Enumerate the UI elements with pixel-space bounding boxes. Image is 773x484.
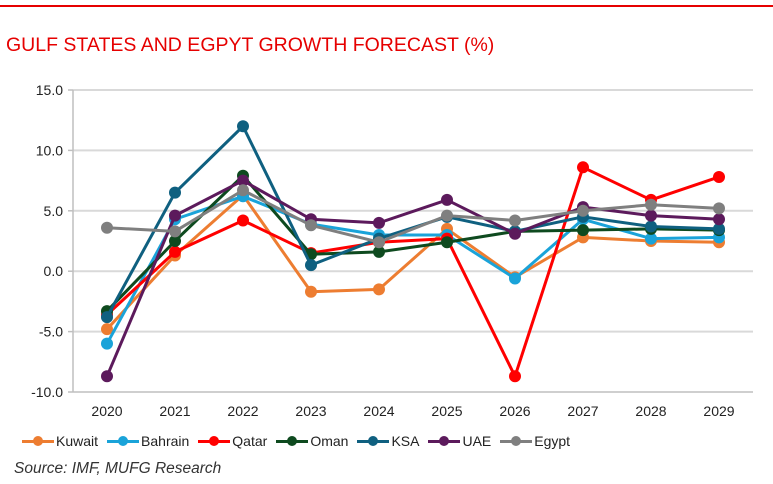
series-line-uae bbox=[105, 179, 720, 377]
data-point-uae bbox=[169, 209, 181, 222]
data-point-egypt bbox=[509, 214, 521, 227]
y-tick-label: 10.0 bbox=[36, 142, 63, 158]
data-point-qatar bbox=[509, 370, 521, 383]
data-point-qatar bbox=[169, 245, 181, 258]
legend-marker-icon bbox=[500, 435, 533, 447]
y-tick-label: -10.0 bbox=[31, 384, 63, 400]
legend-item-egypt: Egypt bbox=[500, 433, 570, 449]
x-tick-label: 2026 bbox=[499, 403, 530, 419]
data-point-bahrain bbox=[645, 232, 657, 245]
data-point-uae bbox=[509, 227, 521, 240]
series-line-qatar bbox=[105, 165, 720, 378]
x-tick-label: 2025 bbox=[431, 403, 462, 419]
source-note: Source: IMF, MUFG Research bbox=[14, 460, 222, 477]
x-tick-label: 2029 bbox=[703, 403, 734, 419]
top-rule bbox=[0, 5, 773, 7]
data-point-qatar bbox=[237, 214, 249, 227]
data-point-egypt bbox=[373, 236, 385, 249]
x-tick-label: 2021 bbox=[159, 403, 190, 419]
series-group bbox=[101, 120, 725, 383]
legend-label: Qatar bbox=[232, 433, 268, 449]
series-uae bbox=[101, 174, 725, 383]
series-line-kuwait bbox=[105, 193, 720, 331]
legend-item-oman: Oman bbox=[276, 433, 348, 449]
data-point-ksa bbox=[305, 259, 317, 272]
data-point-uae bbox=[713, 213, 725, 226]
legend-marker-icon bbox=[276, 435, 309, 447]
data-point-oman bbox=[373, 245, 385, 258]
data-point-qatar bbox=[713, 170, 725, 183]
x-tick-label: 2028 bbox=[635, 403, 666, 419]
data-point-kuwait bbox=[373, 283, 385, 296]
data-point-kuwait bbox=[101, 323, 113, 336]
legend-label: Kuwait bbox=[56, 433, 99, 449]
data-point-uae bbox=[237, 174, 249, 187]
series-line-egypt bbox=[106, 188, 720, 244]
series-kuwait bbox=[101, 189, 725, 336]
x-tick-label: 2023 bbox=[295, 403, 326, 419]
data-point-uae bbox=[373, 216, 385, 229]
legend-item-qatar: Qatar bbox=[198, 433, 267, 449]
data-point-egypt bbox=[441, 209, 453, 222]
data-point-oman bbox=[169, 235, 181, 247]
data-point-ksa bbox=[237, 120, 249, 133]
legend-marker-icon bbox=[22, 435, 54, 447]
axes bbox=[68, 89, 753, 393]
legend-label: Oman bbox=[310, 433, 349, 449]
data-point-bahrain bbox=[101, 337, 113, 350]
chart-title: GULF STATES AND EGPYT GROWTH FORECAST (%… bbox=[6, 34, 495, 56]
data-point-oman bbox=[441, 236, 453, 249]
data-point-kuwait bbox=[305, 285, 317, 298]
legend-item-kuwait: Kuwait bbox=[22, 433, 98, 449]
x-tick-label: 2024 bbox=[363, 403, 394, 419]
legend-marker-icon bbox=[198, 435, 231, 447]
x-tick-label: 2020 bbox=[91, 403, 122, 419]
data-point-uae bbox=[101, 370, 113, 383]
data-point-egypt bbox=[305, 219, 317, 232]
y-tick-label: 15.0 bbox=[36, 82, 63, 98]
legend-marker-icon bbox=[428, 435, 461, 447]
data-point-bahrain bbox=[509, 272, 521, 285]
series-line-ksa bbox=[105, 124, 720, 318]
data-point-ksa bbox=[713, 222, 725, 235]
series-egypt bbox=[101, 184, 725, 249]
x-axis-ticks: 2020 2021 2022 2023 2024 2025 2026 2027 2028 2029 bbox=[91, 403, 734, 419]
legend: Kuwait Bahrain Qatar Oman KSA UAE Egypt bbox=[22, 433, 579, 449]
legend-label: KSA bbox=[391, 433, 420, 449]
y-tick-label: 0.0 bbox=[44, 263, 64, 279]
legend-label: UAE bbox=[462, 433, 492, 449]
legend-label: Bahrain bbox=[141, 433, 190, 449]
y-tick-label: 5.0 bbox=[44, 203, 64, 219]
line-chart: 15.0 10.0 5.0 0.0 -5.0 -10.0 2020 2021 2022 2023… bbox=[31, 82, 753, 419]
y-axis-ticks: 15.0 10.0 5.0 0.0 -5.0 -10.0 bbox=[31, 82, 63, 400]
data-point-oman bbox=[577, 224, 589, 237]
data-point-ksa bbox=[169, 186, 181, 199]
x-tick-label: 2027 bbox=[567, 403, 598, 419]
legend-marker-icon bbox=[107, 435, 140, 447]
data-point-egypt bbox=[577, 204, 589, 217]
data-point-qatar bbox=[577, 161, 589, 174]
legend-marker-icon bbox=[357, 435, 390, 447]
data-point-ksa bbox=[101, 311, 113, 324]
data-point-egypt bbox=[645, 198, 657, 211]
legend-item-bahrain: Bahrain bbox=[107, 433, 189, 449]
y-tick-label: -5.0 bbox=[39, 324, 63, 340]
data-point-uae bbox=[645, 209, 657, 222]
data-point-egypt bbox=[237, 184, 249, 197]
data-point-egypt bbox=[169, 225, 181, 238]
data-point-ksa bbox=[645, 220, 657, 233]
legend-item-uae: UAE bbox=[428, 433, 491, 449]
series-line-oman bbox=[105, 174, 720, 313]
legend-label: Egypt bbox=[534, 433, 571, 449]
x-tick-label: 2022 bbox=[227, 403, 258, 419]
legend-item-ksa: KSA bbox=[357, 433, 419, 449]
data-point-uae bbox=[441, 193, 453, 206]
data-point-egypt bbox=[713, 202, 725, 215]
data-point-egypt bbox=[101, 221, 113, 234]
